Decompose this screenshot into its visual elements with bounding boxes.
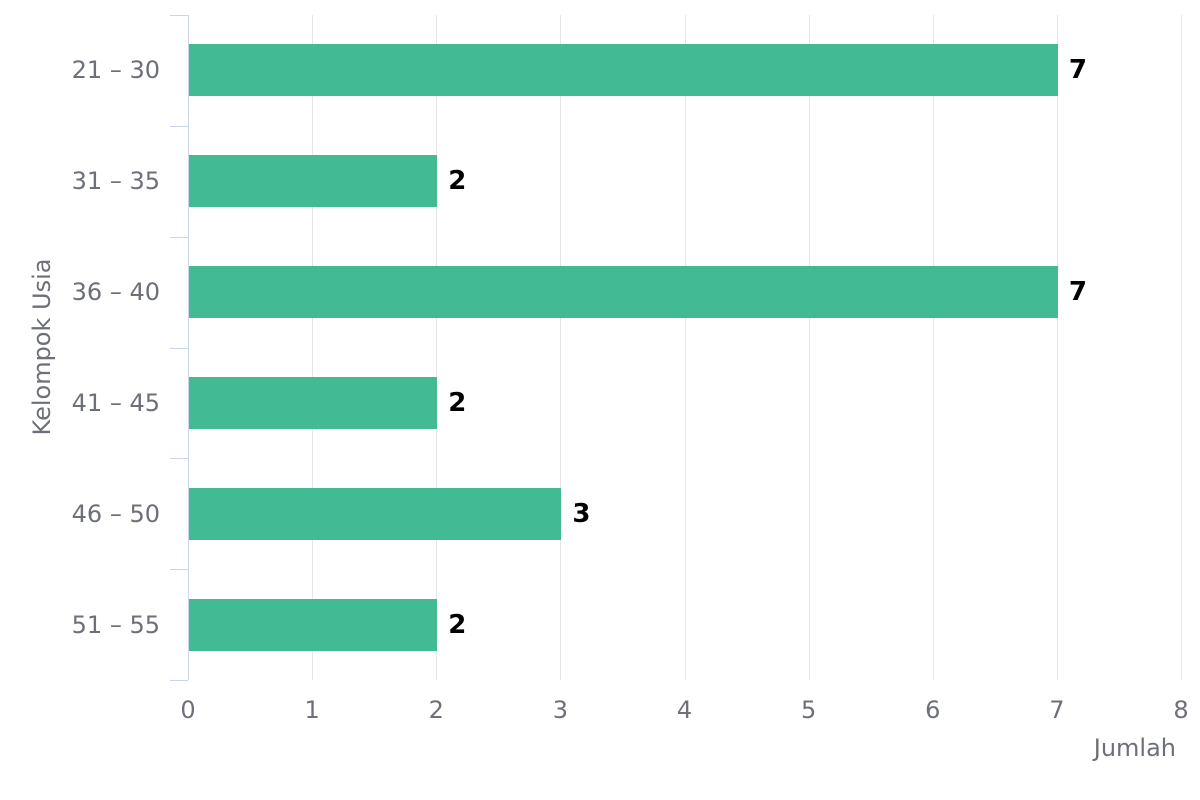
x-axis-tick-labels: 0 1 2 3 4 5 6 7 8 xyxy=(180,696,1188,740)
x-tick-label: 0 xyxy=(180,696,196,724)
y-axis-tick xyxy=(170,348,188,349)
x-tick-label: 5 xyxy=(800,696,817,724)
bar xyxy=(189,266,1058,319)
x-tick-label: 8 xyxy=(1173,696,1189,724)
y-axis-tick xyxy=(170,569,188,570)
category-label: 51 – 55 xyxy=(71,610,160,639)
gridline xyxy=(560,15,562,680)
bar-value-label: 7 xyxy=(1068,55,1087,86)
x-tick-label: 1 xyxy=(304,696,320,724)
gridline xyxy=(684,15,686,680)
y-axis-tick xyxy=(170,237,188,238)
bar xyxy=(189,155,438,208)
x-tick-label: 6 xyxy=(925,696,941,724)
x-tick-label: 7 xyxy=(1049,696,1065,724)
gridline xyxy=(312,15,314,680)
x-tick-label: 2 xyxy=(428,696,444,724)
bar xyxy=(189,44,1058,97)
category-label: 41 – 45 xyxy=(71,388,160,417)
category-label: 31 – 35 xyxy=(71,167,160,196)
x-axis-title: Jumlah xyxy=(1093,734,1176,762)
plot-area: 7 2 7 2 3 2 xyxy=(170,15,1182,681)
bar-value-label: 7 xyxy=(1068,277,1087,308)
bar xyxy=(189,487,562,540)
x-tick-label: 3 xyxy=(552,696,569,724)
y-axis-tick xyxy=(170,126,188,127)
category-label: 46 – 50 xyxy=(71,499,160,528)
bar-value-label: 2 xyxy=(448,387,467,418)
bar-value-label: 2 xyxy=(448,609,467,640)
y-axis-tick xyxy=(170,680,188,681)
y-axis-line xyxy=(188,15,189,680)
gridline xyxy=(808,15,810,680)
bar-value-label: 3 xyxy=(572,498,591,529)
y-axis-category-labels: 21 – 30 31 – 35 36 – 40 41 – 45 46 – 50 51 – … xyxy=(0,15,160,680)
bar xyxy=(189,598,438,651)
gridline xyxy=(932,15,934,680)
category-label: 36 – 40 xyxy=(71,278,160,307)
category-label: 21 – 30 xyxy=(71,56,160,85)
bar xyxy=(189,376,438,429)
y-axis-tick xyxy=(170,15,188,16)
y-axis-tick xyxy=(170,458,188,459)
gridline xyxy=(1056,15,1058,680)
gridline xyxy=(436,15,438,680)
gridline xyxy=(1181,15,1182,680)
x-tick-label: 4 xyxy=(676,696,693,724)
bar-value-label: 2 xyxy=(448,166,467,197)
